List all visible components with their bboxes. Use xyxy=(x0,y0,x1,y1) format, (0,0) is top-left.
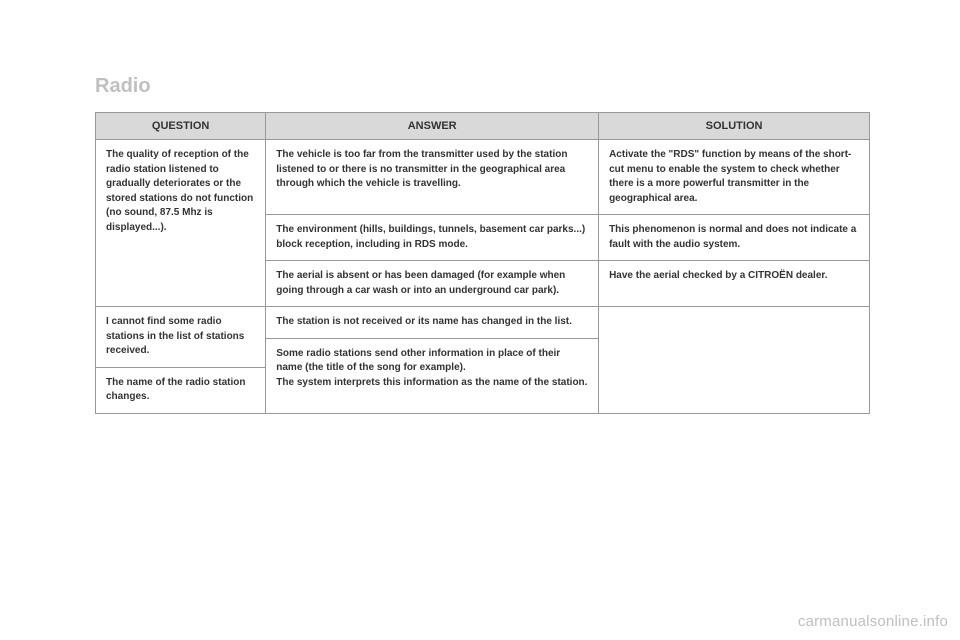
header-solution: SOLUTION xyxy=(599,113,870,140)
cell-answer-1: The vehicle is too far from the transmit… xyxy=(266,140,599,215)
cell-solution-empty xyxy=(599,307,870,414)
cell-answer-2: The environment (hills, buildings, tunne… xyxy=(266,215,599,261)
cell-question-1: The quality of reception of the radio st… xyxy=(96,140,266,307)
page-title: Radio xyxy=(95,75,870,98)
cell-solution-1: Activate the "RDS" function by means of … xyxy=(599,140,870,215)
header-answer: ANSWER xyxy=(266,113,599,140)
header-question: QUESTION xyxy=(96,113,266,140)
cell-solution-2: This phenomenon is normal and does not i… xyxy=(599,215,870,261)
faq-table: QUESTION ANSWER SOLUTION The quality of … xyxy=(95,112,870,414)
cell-solution-3: Have the aerial checked by a CITROËN dea… xyxy=(599,261,870,307)
cell-answer-3: The aerial is absent or has been damaged… xyxy=(266,261,599,307)
cell-question-2: I cannot find some radio stations in the… xyxy=(96,307,266,368)
cell-answer-5: Some radio stations send other informati… xyxy=(266,338,599,413)
cell-question-3: The name of the radio station changes. xyxy=(96,367,266,413)
watermark-text: carmanualsonline.info xyxy=(798,613,948,630)
table-row: The quality of reception of the radio st… xyxy=(96,140,870,215)
table-header-row: QUESTION ANSWER SOLUTION xyxy=(96,113,870,140)
cell-answer-4: The station is not received or its name … xyxy=(266,307,599,339)
table-row: I cannot find some radio stations in the… xyxy=(96,307,870,339)
